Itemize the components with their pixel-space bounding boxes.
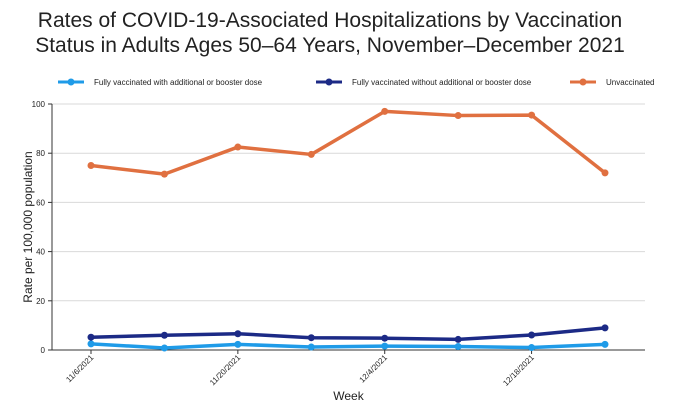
y-tick-label: 40 xyxy=(36,248,45,257)
data-point xyxy=(454,335,462,343)
data-point xyxy=(87,162,95,169)
chart-title: Rates of COVID-19-Associated Hospitaliza… xyxy=(0,8,660,58)
legend-label: Fully vaccinated with additional or boos… xyxy=(94,78,263,87)
data-point xyxy=(454,112,462,120)
legend-swatch-marker xyxy=(67,78,75,86)
x-tick-label: 12/18/2021 xyxy=(501,353,536,388)
y-tick-label: 60 xyxy=(36,198,45,207)
x-tick-label: 12/4/2021 xyxy=(358,353,390,385)
series-line xyxy=(89,109,607,176)
y-axis-title: Rate per 100,000 population xyxy=(21,151,35,302)
data-point xyxy=(381,342,389,350)
data-point xyxy=(234,143,242,151)
data-point xyxy=(601,340,609,348)
y-tick-label: 0 xyxy=(41,346,46,355)
data-point xyxy=(87,340,95,348)
data-point xyxy=(160,170,168,178)
y-tick-label: 20 xyxy=(36,297,45,306)
y-tick-label: 100 xyxy=(32,100,46,109)
data-point xyxy=(528,111,536,119)
chart-title-line-1: Rates of COVID-19-Associated Hospitaliza… xyxy=(37,9,623,32)
data-point xyxy=(381,107,389,115)
legend-label: Unvaccinated xyxy=(606,78,654,87)
series-line xyxy=(89,326,607,342)
data-point xyxy=(234,340,242,348)
data-point xyxy=(307,334,315,342)
data-point xyxy=(87,333,95,341)
legend-label: Fully vaccinated without additional or b… xyxy=(352,78,532,87)
data-point xyxy=(528,344,536,352)
x-tick-label: 11/6/2021 xyxy=(64,353,95,384)
legend-swatch-marker xyxy=(579,78,587,86)
data-point xyxy=(234,330,242,338)
x-tick-label: 11/20/2021 xyxy=(208,353,243,388)
x-axis-title: Week xyxy=(333,389,364,403)
data-point xyxy=(307,343,315,351)
data-point xyxy=(454,343,462,351)
legend-swatch-marker xyxy=(325,78,333,86)
data-point xyxy=(307,150,315,158)
data-point xyxy=(528,331,536,339)
data-point xyxy=(601,169,609,177)
data-point xyxy=(160,344,168,352)
data-point xyxy=(160,331,168,339)
data-point xyxy=(601,324,609,332)
y-tick-label: 80 xyxy=(36,149,45,158)
series-line xyxy=(89,342,607,350)
chart-title-line-2: Status in Adults Ages 50–64 Years, Novem… xyxy=(35,34,625,57)
data-point xyxy=(381,334,389,342)
